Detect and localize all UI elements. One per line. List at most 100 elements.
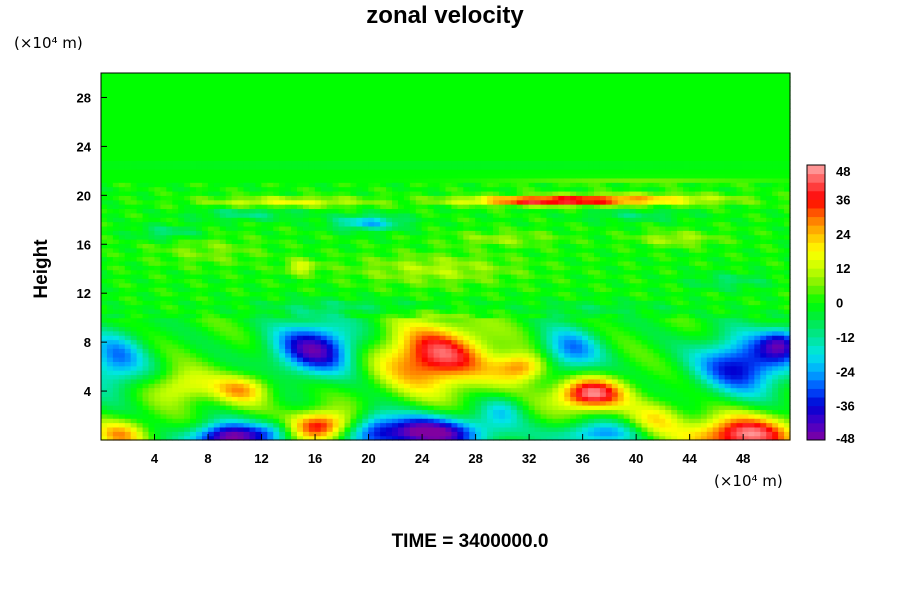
heatmap-cell xyxy=(433,265,441,271)
heatmap-cell xyxy=(409,322,417,328)
heatmap-cell xyxy=(101,426,108,432)
heatmap-cell xyxy=(184,365,191,371)
heatmap-cell xyxy=(427,121,435,127)
heatmap-cell xyxy=(362,173,369,179)
heatmap-cell xyxy=(106,225,114,231)
heatmap-cell xyxy=(101,269,108,275)
heatmap-cell xyxy=(130,304,138,310)
heatmap-cell xyxy=(267,352,274,358)
heatmap-cell xyxy=(154,435,161,441)
heatmap-cell xyxy=(148,396,156,402)
heatmap-cell xyxy=(219,317,227,323)
heatmap-cell xyxy=(279,256,286,262)
heatmap-cell xyxy=(172,339,179,345)
heatmap-cell xyxy=(326,164,334,170)
heatmap-cell xyxy=(184,308,191,314)
heatmap-cell xyxy=(130,352,138,358)
heatmap-cell xyxy=(374,77,381,83)
heatmap-cell xyxy=(362,269,369,275)
heatmap-cell xyxy=(350,313,358,319)
heatmap-cell xyxy=(320,177,328,183)
heatmap-cell xyxy=(136,86,144,92)
heatmap-cell xyxy=(433,308,441,314)
heatmap-cell xyxy=(124,204,132,210)
heatmap-cell xyxy=(237,304,245,310)
heatmap-cell xyxy=(374,134,381,140)
heatmap-cell xyxy=(320,138,328,144)
heatmap-cell xyxy=(148,339,156,345)
heatmap-cell xyxy=(267,73,274,78)
heatmap-cell xyxy=(190,256,197,262)
heatmap-cell xyxy=(356,138,363,144)
heatmap-cell xyxy=(397,343,405,349)
heatmap-cell xyxy=(267,269,274,275)
heatmap-cell xyxy=(374,147,381,153)
heatmap-cell xyxy=(213,396,221,402)
heatmap-cell xyxy=(433,90,441,96)
heatmap-cell xyxy=(302,234,310,240)
heatmap-cell xyxy=(118,103,126,109)
heatmap-cell xyxy=(297,304,304,310)
heatmap-cell xyxy=(101,391,108,397)
heatmap-cell xyxy=(362,129,369,135)
heatmap-cell xyxy=(231,295,239,301)
heatmap-cell xyxy=(344,295,352,301)
heatmap-cell xyxy=(386,400,393,406)
heatmap-cell xyxy=(154,339,161,345)
heatmap-cell xyxy=(297,370,304,376)
heatmap-cell xyxy=(439,121,447,127)
heatmap-cell xyxy=(380,265,387,271)
heatmap-cell xyxy=(154,313,161,319)
heatmap-cell xyxy=(338,435,346,441)
heatmap-cell xyxy=(124,326,132,332)
heatmap-cell xyxy=(368,199,375,205)
heatmap-cell xyxy=(415,413,423,419)
heatmap-cell xyxy=(178,173,185,179)
heatmap-cell xyxy=(213,243,221,249)
heatmap-cell xyxy=(225,86,233,92)
heatmap-cell xyxy=(279,217,286,223)
heatmap-cell xyxy=(136,273,144,279)
heatmap-cell xyxy=(166,343,173,349)
heatmap-cell xyxy=(392,391,399,397)
heatmap-cell xyxy=(427,278,435,284)
heatmap-cell xyxy=(172,291,179,297)
heatmap-cell xyxy=(362,134,369,140)
heatmap-cell xyxy=(356,391,363,397)
heatmap-cell xyxy=(124,335,132,341)
heatmap-cell xyxy=(338,125,346,131)
heatmap-cell xyxy=(130,287,138,293)
heatmap-cell xyxy=(154,330,161,336)
heatmap-cell xyxy=(112,230,120,236)
heatmap-cell xyxy=(112,182,120,188)
heatmap-cell xyxy=(112,103,120,109)
heatmap-cell xyxy=(106,335,114,341)
heatmap-cell xyxy=(249,77,257,83)
heatmap-cell xyxy=(285,230,292,236)
heatmap-cell xyxy=(314,339,322,345)
heatmap-cell xyxy=(118,426,126,432)
heatmap-cell xyxy=(249,352,257,358)
heatmap-cell xyxy=(291,199,298,205)
heatmap-cell xyxy=(368,256,375,262)
heatmap-cell xyxy=(201,107,209,113)
heatmap-cell xyxy=(106,265,114,271)
heatmap-cell xyxy=(207,217,215,223)
heatmap-cell xyxy=(338,291,346,297)
heatmap-cell xyxy=(142,125,150,131)
heatmap-cell xyxy=(314,86,322,92)
heatmap-cell xyxy=(112,269,120,275)
heatmap-cell xyxy=(386,225,393,231)
heatmap-cell xyxy=(136,282,144,288)
heatmap-cell xyxy=(160,177,167,183)
heatmap-cell xyxy=(255,147,262,153)
heatmap-cell xyxy=(237,186,245,192)
heatmap-cell xyxy=(421,431,429,437)
heatmap-cell xyxy=(386,121,393,127)
heatmap-cell xyxy=(314,278,322,284)
heatmap-cell xyxy=(421,356,429,362)
heatmap-cell xyxy=(392,405,399,411)
heatmap-cell xyxy=(184,94,191,100)
heatmap-cell xyxy=(302,409,310,415)
heatmap-cell xyxy=(279,73,286,78)
